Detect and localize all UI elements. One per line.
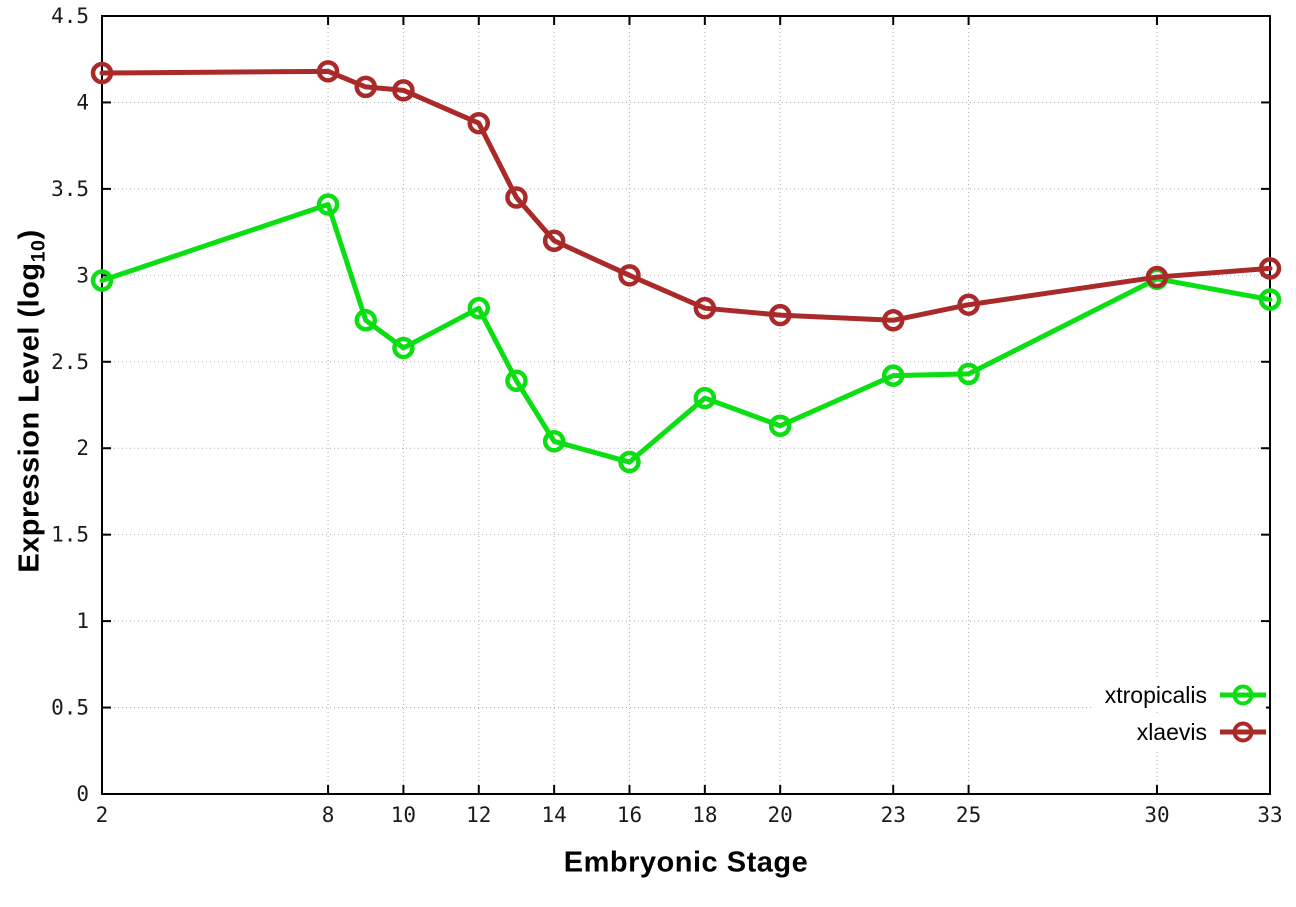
x-tick-label: 23 (881, 803, 906, 827)
data-point-xlaevis (957, 293, 980, 316)
data-point-xlaevis (505, 186, 528, 209)
data-point-xlaevis (354, 75, 377, 99)
y-axis-title-text: Expression Level (log (13, 262, 46, 573)
y-tick-label: 0.5 (51, 696, 89, 720)
data-point-xtropicalis (392, 336, 415, 360)
legend-item-xtropicalis: xtropicalis (1092, 678, 1266, 712)
data-point-xtropicalis (542, 430, 566, 453)
x-tick-label: 18 (692, 803, 717, 827)
x-tick-label: 33 (1257, 803, 1282, 827)
data-point-xlaevis (467, 111, 491, 135)
data-point-xlaevis (1145, 265, 1169, 289)
data-point-xtropicalis (768, 414, 792, 437)
data-point-xlaevis (618, 264, 641, 287)
y-tick-label: 3.5 (51, 177, 89, 201)
y-tick-label: 2 (76, 436, 89, 460)
x-tick-label: 30 (1144, 803, 1169, 827)
series-line-xtropicalis (99, 201, 1273, 465)
legend: xtropicalis xlaevis (1092, 678, 1266, 749)
x-tick-label: 2 (96, 803, 109, 827)
series-line-xlaevis (99, 68, 1273, 323)
legend-circle-marker-icon (1232, 684, 1254, 706)
x-tick-label: 25 (956, 803, 981, 827)
x-tick-label: 12 (466, 803, 491, 827)
legend-marker-xlaevis-icon (1220, 719, 1266, 745)
data-point-xlaevis (542, 229, 566, 253)
legend-marker-xtropicalis-icon (1220, 682, 1266, 708)
y-tick-label: 1 (76, 609, 89, 633)
data-point-xlaevis (90, 61, 114, 85)
legend-circle-marker-icon (1232, 721, 1254, 743)
y-tick-label: 2.5 (51, 350, 89, 374)
data-point-xlaevis (768, 303, 792, 327)
legend-label-xtropicalis: xtropicalis (1104, 681, 1207, 708)
data-point-xtropicalis (693, 386, 717, 410)
y-axis-title-suffix: ) (13, 229, 46, 240)
data-point-xtropicalis (467, 296, 491, 320)
data-point-xlaevis (881, 309, 905, 332)
y-tick-label: 0 (76, 782, 89, 806)
data-point-xtropicalis (957, 362, 980, 386)
data-point-xlaevis (392, 79, 415, 102)
data-point-xtropicalis (618, 450, 641, 474)
x-tick-label: 14 (541, 803, 566, 827)
data-point-xtropicalis (354, 309, 377, 332)
x-tick-label: 16 (617, 803, 642, 827)
y-tick-label: 1.5 (51, 523, 89, 547)
y-axis-title-subscript: 10 (27, 239, 50, 263)
legend-item-xlaevis: xlaevis (1124, 715, 1266, 749)
x-tick-label: 20 (768, 803, 793, 827)
x-axis-title: Embryonic Stage (563, 846, 809, 879)
x-tick-label: 10 (391, 803, 416, 827)
data-point-xlaevis (316, 60, 340, 83)
data-point-xtropicalis (90, 269, 114, 292)
plot-border (101, 15, 1271, 795)
y-axis-title: Expression Level (log10) (14, 229, 51, 572)
data-point-xlaevis (693, 296, 717, 320)
data-point-xtropicalis (1258, 288, 1282, 311)
data-point-xlaevis (1258, 257, 1282, 280)
data-point-xtropicalis (316, 193, 340, 216)
y-tick-label: 4 (76, 90, 89, 114)
data-point-xtropicalis (505, 369, 528, 393)
x-tick-label: 8 (322, 803, 335, 827)
legend-label-xlaevis: xlaevis (1136, 718, 1207, 745)
y-tick-label: 4.5 (51, 4, 89, 28)
data-point-xtropicalis (881, 364, 905, 387)
y-tick-label: 3 (76, 263, 89, 287)
